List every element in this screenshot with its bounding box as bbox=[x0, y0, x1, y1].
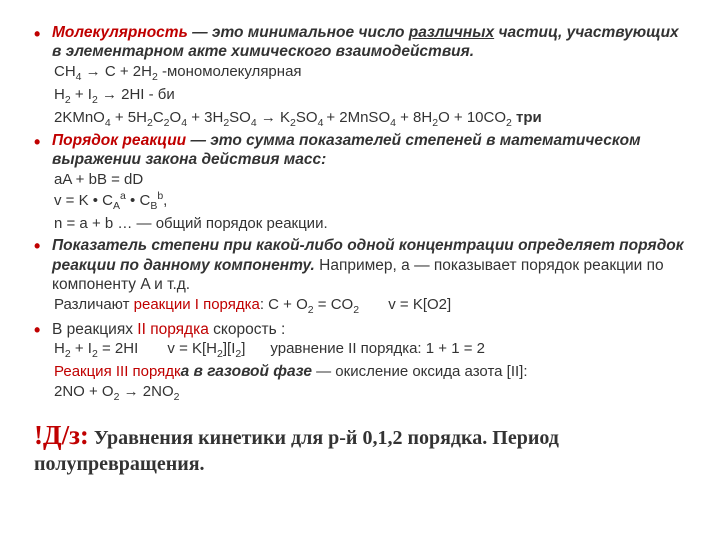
plain-text: В реакциях bbox=[52, 321, 137, 338]
definition: Молекулярность — это минимальное число р… bbox=[52, 24, 692, 62]
homework: !Д/з: Уравнения кинетики для р-й 0,1,2 п… bbox=[34, 419, 692, 478]
red-text: Реакция III порядк bbox=[54, 363, 181, 380]
list-item: В реакциях II порядка скорость : H2 + I2… bbox=[52, 320, 692, 405]
formula-line: v = K • CAa • CBb, bbox=[54, 190, 692, 214]
formula-line: Реакция III порядка в газовой фазе — оки… bbox=[54, 362, 692, 382]
content-list: Молекулярность — это минимальное число р… bbox=[28, 24, 692, 405]
def-underlined: различных bbox=[409, 24, 494, 41]
formula-line: H2 + I2 → 2HI - би bbox=[54, 85, 692, 108]
definition: Порядок реакции — это сумма показателей … bbox=[52, 132, 692, 170]
def-text: — это минимальное число bbox=[188, 24, 409, 41]
list-item: Показатель степени при какой-либо одной … bbox=[52, 236, 692, 318]
formula-line: 2KMnO4 + 5H2C2O4 + 3H2SO4 → K2SO4 + 2MnS… bbox=[54, 108, 692, 131]
plain-text: — окисление оксида азота [II]: bbox=[312, 363, 528, 380]
hw-text: Уравнения кинетики для р-й 0,1,2 порядка… bbox=[34, 427, 559, 476]
red-text: II порядка bbox=[137, 321, 209, 338]
plain-text: скорость : bbox=[209, 321, 285, 338]
formula-line: aA + bB = dD bbox=[54, 170, 692, 190]
bold-italic: а в газовой фазе bbox=[181, 363, 312, 380]
formula-line: n = a + b … — общий порядок реакции. bbox=[54, 214, 692, 234]
formula-line: CH4 → C + 2H2 -мономолекулярная bbox=[54, 62, 692, 85]
term: Молекулярность bbox=[52, 24, 188, 41]
formula-line: H2 + I2 = 2HI v = K[H2][I2] уравнение II… bbox=[54, 339, 692, 362]
red-text: реакции I порядка bbox=[134, 296, 260, 313]
prefix: Различают bbox=[54, 296, 134, 313]
term: Порядок реакции bbox=[52, 132, 186, 149]
paragraph: В реакциях II порядка скорость : bbox=[52, 320, 692, 339]
list-item: Порядок реакции — это сумма показателей … bbox=[52, 132, 692, 233]
paragraph: Показатель степени при какой-либо одной … bbox=[52, 236, 692, 295]
list-item: Молекулярность — это минимальное число р… bbox=[52, 24, 692, 130]
formula-line: 2NO + O2 → 2NO2 bbox=[54, 382, 692, 405]
hw-label: !Д/з: bbox=[34, 420, 89, 450]
formula-line: Различают реакции I порядка: C + O2 = CO… bbox=[54, 295, 692, 318]
